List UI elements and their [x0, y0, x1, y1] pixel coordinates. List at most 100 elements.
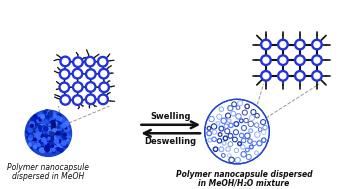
Circle shape — [252, 141, 256, 146]
Circle shape — [35, 120, 38, 123]
Circle shape — [61, 120, 64, 124]
Circle shape — [75, 71, 80, 77]
Circle shape — [46, 131, 51, 136]
Circle shape — [57, 148, 60, 150]
Circle shape — [39, 120, 42, 124]
Circle shape — [39, 113, 41, 115]
Circle shape — [52, 149, 54, 151]
Circle shape — [47, 135, 49, 137]
Circle shape — [47, 134, 51, 137]
Circle shape — [53, 131, 56, 133]
Circle shape — [45, 120, 48, 123]
Circle shape — [72, 95, 83, 105]
Circle shape — [34, 115, 37, 118]
Circle shape — [61, 84, 67, 90]
Circle shape — [212, 137, 216, 142]
Circle shape — [99, 82, 109, 93]
Circle shape — [45, 133, 47, 136]
Circle shape — [205, 99, 269, 164]
Circle shape — [34, 128, 38, 131]
Circle shape — [40, 128, 43, 131]
Circle shape — [32, 117, 36, 121]
Circle shape — [68, 134, 69, 136]
Circle shape — [261, 70, 271, 81]
Circle shape — [37, 135, 41, 139]
Circle shape — [40, 117, 42, 119]
Circle shape — [211, 124, 217, 129]
Circle shape — [32, 123, 35, 127]
Circle shape — [58, 119, 61, 122]
Circle shape — [50, 144, 54, 148]
Circle shape — [33, 137, 37, 141]
Circle shape — [32, 142, 37, 146]
Circle shape — [65, 128, 68, 131]
Circle shape — [62, 71, 68, 77]
Circle shape — [31, 145, 35, 149]
Circle shape — [57, 114, 61, 118]
Circle shape — [297, 42, 303, 47]
Circle shape — [46, 136, 50, 140]
Circle shape — [61, 125, 62, 127]
Circle shape — [47, 132, 50, 134]
Circle shape — [36, 120, 40, 123]
Circle shape — [207, 131, 212, 136]
Circle shape — [47, 131, 50, 134]
Circle shape — [228, 133, 233, 138]
Circle shape — [47, 132, 51, 136]
Circle shape — [86, 69, 96, 79]
Circle shape — [58, 140, 61, 143]
Circle shape — [207, 126, 211, 130]
Circle shape — [49, 129, 51, 131]
Circle shape — [40, 115, 44, 119]
Circle shape — [312, 39, 322, 50]
Circle shape — [225, 113, 230, 118]
Circle shape — [39, 139, 41, 141]
Circle shape — [48, 111, 51, 114]
Circle shape — [44, 127, 48, 131]
Circle shape — [40, 139, 43, 143]
Circle shape — [58, 144, 62, 149]
Circle shape — [54, 122, 57, 125]
Circle shape — [51, 145, 55, 148]
Circle shape — [29, 121, 33, 125]
Circle shape — [242, 110, 247, 115]
Circle shape — [39, 138, 41, 140]
Circle shape — [46, 131, 50, 135]
Circle shape — [29, 132, 33, 135]
Circle shape — [53, 147, 55, 149]
Circle shape — [47, 131, 50, 134]
Circle shape — [50, 131, 52, 132]
Circle shape — [212, 130, 217, 134]
Circle shape — [45, 126, 48, 130]
Circle shape — [28, 143, 32, 146]
Circle shape — [54, 121, 57, 125]
Circle shape — [51, 142, 55, 146]
Circle shape — [55, 145, 57, 147]
Circle shape — [50, 136, 53, 139]
Circle shape — [240, 133, 244, 138]
Circle shape — [38, 126, 42, 131]
Circle shape — [25, 110, 72, 156]
Circle shape — [47, 120, 50, 122]
Circle shape — [54, 115, 57, 118]
Circle shape — [49, 111, 52, 115]
Circle shape — [43, 133, 46, 135]
Circle shape — [46, 131, 50, 135]
Circle shape — [47, 119, 49, 121]
Circle shape — [48, 132, 52, 136]
Circle shape — [101, 84, 107, 90]
Circle shape — [312, 70, 322, 81]
Circle shape — [28, 128, 32, 132]
Circle shape — [49, 120, 52, 123]
Circle shape — [42, 130, 45, 133]
Circle shape — [42, 126, 46, 130]
Circle shape — [41, 136, 43, 138]
Circle shape — [46, 130, 50, 135]
Circle shape — [47, 132, 50, 135]
Circle shape — [88, 84, 93, 90]
Circle shape — [280, 42, 286, 47]
Circle shape — [36, 123, 40, 127]
Circle shape — [46, 134, 50, 138]
Circle shape — [46, 131, 51, 136]
Circle shape — [233, 130, 239, 135]
